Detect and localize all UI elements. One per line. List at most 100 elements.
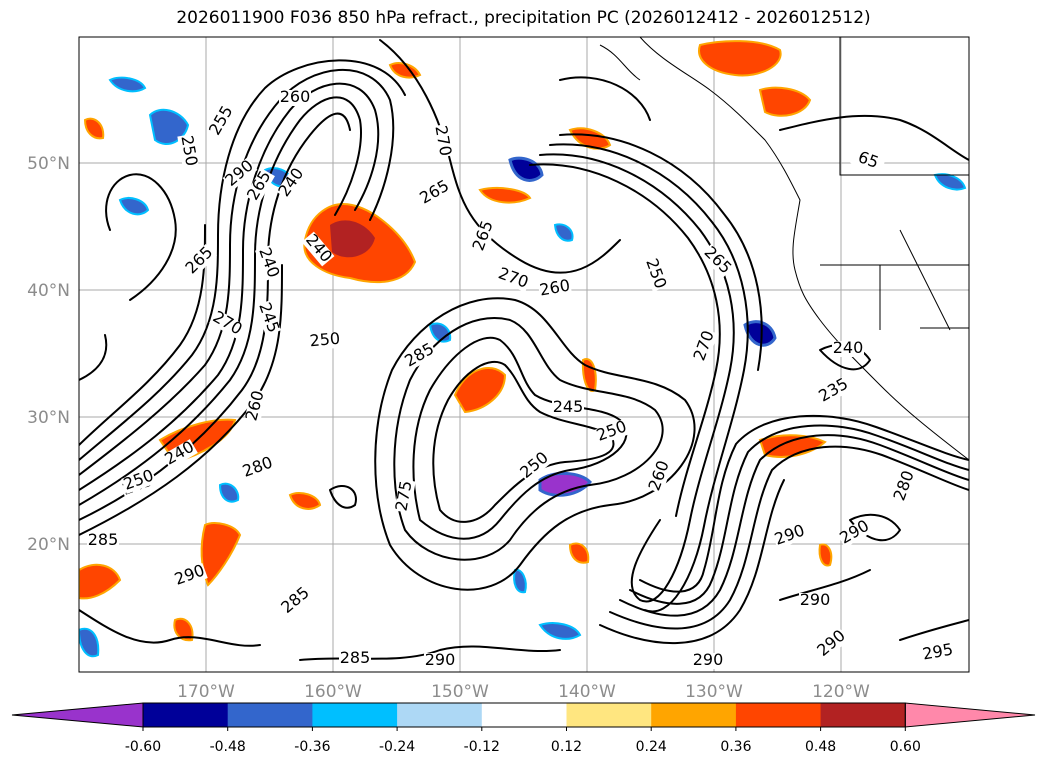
precip-blob bbox=[148, 108, 190, 145]
contour-label-bg bbox=[814, 627, 850, 661]
contour-label-bg bbox=[276, 165, 308, 201]
colorbar-tick-label: 0.48 bbox=[805, 739, 836, 755]
contour-label-bg bbox=[892, 468, 918, 504]
contour-label-bg bbox=[339, 651, 371, 667]
contour-label-bg bbox=[642, 256, 668, 292]
colorbar-segment bbox=[566, 703, 652, 727]
contour-label-bg bbox=[424, 653, 456, 669]
contour-label-bg bbox=[301, 231, 335, 267]
contour-label: 260 bbox=[280, 87, 311, 106]
contour-label-bg bbox=[255, 245, 281, 281]
precip-blob bbox=[553, 223, 574, 242]
precip-blob bbox=[513, 568, 527, 594]
coastlines bbox=[599, 37, 969, 461]
colorbar-segment bbox=[397, 703, 483, 727]
colorbar-tick-label: -0.48 bbox=[210, 739, 246, 755]
colorbar-segment bbox=[651, 703, 737, 727]
contour-label: 250 bbox=[309, 329, 341, 351]
longitude-label: 130°W bbox=[685, 682, 743, 702]
colorbar-tick-label: 0.12 bbox=[551, 739, 582, 755]
precip-blob bbox=[818, 543, 833, 567]
latitude-label: 40°N bbox=[27, 281, 70, 301]
longitude-label: 120°W bbox=[812, 682, 870, 702]
contour-label-bg bbox=[209, 309, 245, 339]
precip-blob bbox=[79, 627, 100, 658]
colorbar-tick-label: -0.36 bbox=[294, 739, 330, 755]
contour-label-bg bbox=[121, 468, 157, 494]
precip-blob bbox=[478, 187, 532, 204]
precip-blob bbox=[453, 366, 507, 414]
precip-blob bbox=[758, 86, 812, 117]
contour-label: 245 bbox=[553, 397, 584, 416]
precip-blob bbox=[743, 320, 777, 347]
precip-blob bbox=[330, 220, 375, 258]
colorbar-tick-label: -0.24 bbox=[379, 739, 415, 755]
contour-label-bg bbox=[700, 244, 734, 278]
contour-label-bg bbox=[240, 455, 276, 481]
precip-blob bbox=[173, 617, 194, 642]
contour-label-bg bbox=[172, 563, 208, 589]
precip-blob bbox=[218, 482, 240, 503]
contour-label-bg bbox=[920, 642, 956, 664]
colorbar-segment bbox=[312, 703, 398, 727]
contour-label: 290 bbox=[800, 590, 831, 609]
precip-blob bbox=[568, 127, 612, 150]
plot-area bbox=[79, 37, 969, 672]
colorbar-tick-label: 0.24 bbox=[636, 739, 667, 755]
colorbar-tick-label: 0.36 bbox=[720, 739, 751, 755]
contour-label-bg bbox=[816, 376, 852, 406]
contour-label-bg bbox=[692, 328, 718, 364]
contour-label-bg bbox=[552, 400, 584, 416]
contour-label-bg bbox=[647, 458, 673, 494]
figure-title: 2026011900 F036 850 hPa refract., precip… bbox=[176, 8, 871, 28]
precip-blob bbox=[538, 622, 582, 640]
latitude-label: 50°N bbox=[27, 154, 70, 174]
colorbar-segment bbox=[735, 703, 822, 727]
contour-label-bg bbox=[255, 300, 281, 336]
contour-label-bg bbox=[517, 449, 553, 483]
contour-label-bg bbox=[177, 133, 199, 169]
contour-label-bg bbox=[594, 419, 630, 445]
contour-label-bg bbox=[308, 331, 342, 351]
contour-label-bg bbox=[402, 341, 438, 371]
precip-blob bbox=[508, 156, 544, 182]
contour-label: 290 bbox=[425, 650, 456, 669]
contour-label-bg bbox=[417, 178, 453, 208]
latitude-label: 30°N bbox=[27, 408, 70, 428]
longitude-labels: 170°W 160°W 150°W 140°W 130°W 120°W bbox=[177, 682, 870, 702]
colorbar-tick-label: 0.60 bbox=[890, 739, 921, 755]
contour-label-bg bbox=[278, 584, 314, 618]
contour-label-bg bbox=[162, 439, 198, 469]
contour-label-bg bbox=[87, 533, 119, 549]
precip-blob bbox=[758, 434, 827, 458]
longitude-label: 140°W bbox=[558, 682, 616, 702]
contour-label: 290 bbox=[693, 650, 724, 669]
precip-blob bbox=[83, 117, 105, 140]
contour-label-bg bbox=[431, 123, 453, 159]
contour-label-bg bbox=[244, 388, 268, 424]
contour-label: 240 bbox=[833, 338, 864, 357]
latitude-labels: 50°N 40°N 30°N 20°N bbox=[27, 154, 70, 555]
contour-label-bg bbox=[832, 341, 864, 357]
contour-label-bg bbox=[245, 168, 275, 204]
contour-label-bg bbox=[495, 266, 531, 292]
colorbar-extend-high bbox=[904, 702, 1036, 728]
contour-label-bg bbox=[837, 518, 873, 548]
precip-blob bbox=[79, 563, 122, 600]
colorbar-segment bbox=[227, 703, 313, 727]
colorbar-segment bbox=[143, 703, 229, 727]
precip-blob bbox=[200, 522, 242, 587]
longitude-label: 160°W bbox=[304, 682, 362, 702]
longitude-label: 170°W bbox=[177, 682, 235, 702]
contour-label-bg bbox=[279, 90, 311, 106]
colorbar-segment bbox=[820, 703, 906, 727]
contour-label-bg bbox=[537, 278, 573, 300]
longitude-label: 150°W bbox=[431, 682, 489, 702]
contour-label-bg bbox=[207, 103, 237, 139]
precip-blob bbox=[108, 76, 147, 93]
precip-blob bbox=[118, 197, 150, 216]
colorbar-tick-label: -0.12 bbox=[464, 739, 500, 755]
colorbar-segment bbox=[481, 703, 567, 727]
contour-label-bg bbox=[394, 478, 416, 514]
